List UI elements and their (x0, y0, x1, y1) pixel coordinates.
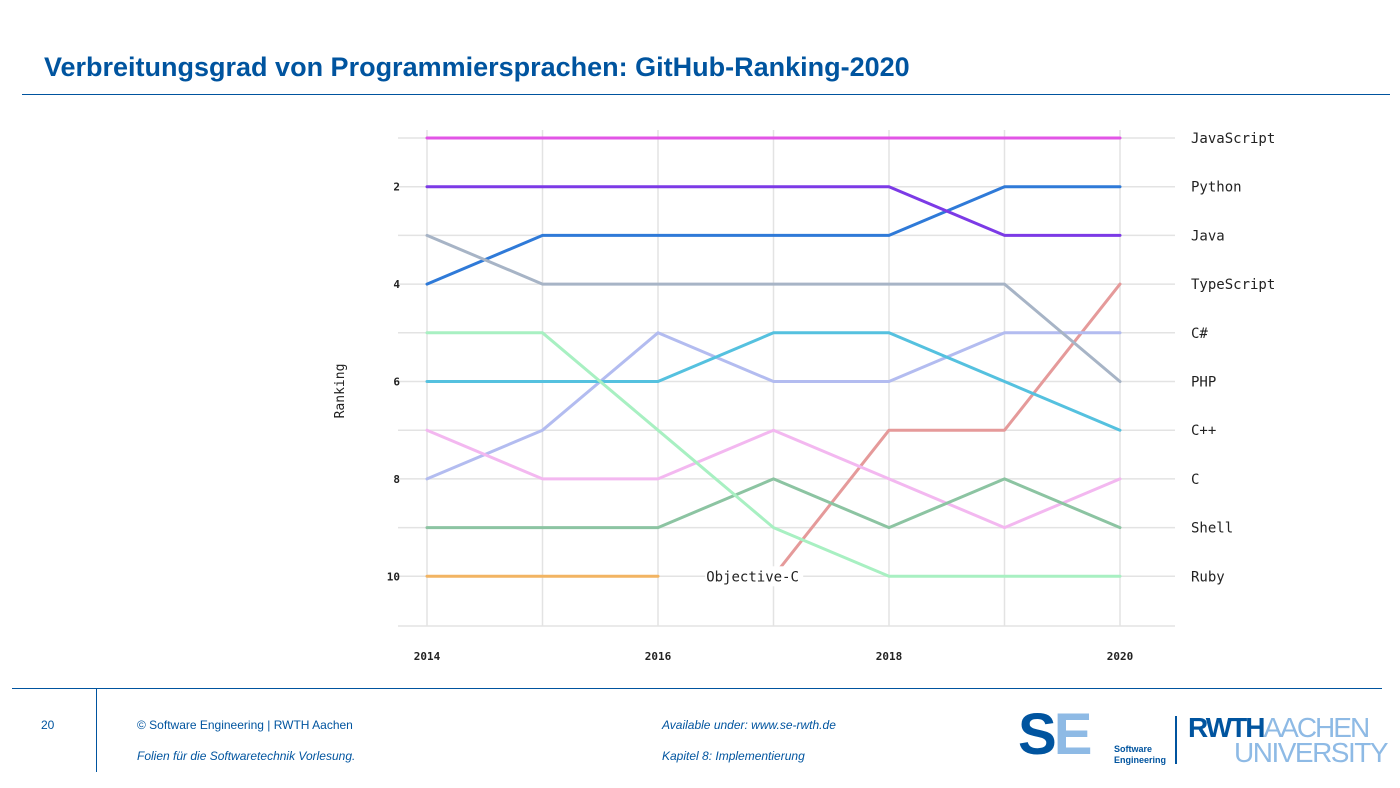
right-label-cplusplus: C++ (1191, 423, 1216, 439)
series-line-csharp (425, 331, 1122, 481)
copyright-text: © Software Engineering | RWTH Aachen (137, 718, 353, 732)
se-logo-s: S (1018, 702, 1057, 767)
y-tick-label-6: 6 (393, 376, 400, 389)
rwth-logo-university: UNIVERSITY (1234, 737, 1389, 768)
inline-label-background (705, 566, 804, 587)
right-label-javascript: JavaScript (1191, 131, 1275, 147)
right-label-php: PHP (1191, 375, 1216, 391)
rwth-logo: RWTHAACHEN UNIVERSITY (1188, 712, 1389, 768)
y-tick-label-2: 2 (393, 181, 400, 194)
y-tick-label-10: 10 (387, 570, 400, 583)
slide-title: Verbreitungsgrad von Programmiersprachen… (44, 52, 910, 82)
footer-vertical-divider (96, 688, 97, 772)
logo-separator (1175, 716, 1177, 764)
series-line-c (425, 428, 1122, 530)
series-line-java (425, 185, 1122, 237)
chapter-text: Kapitel 8: Implementierung (662, 749, 805, 763)
y-tick-label-8: 8 (393, 473, 400, 486)
y-axis-label: Ranking (333, 364, 348, 419)
series-line-php (425, 233, 1122, 383)
rwth-logo-aachen: AACHEN (1263, 712, 1370, 743)
y-tick-label-4: 4 (393, 278, 400, 291)
right-label-typescript: TypeScript (1191, 277, 1275, 293)
rwth-logo-rwth: RWTH (1188, 712, 1265, 743)
se-logo-e: E (1053, 702, 1093, 767)
series-line-cplusplus (425, 331, 1122, 432)
right-label-shell: Shell (1191, 521, 1233, 537)
series-line-ruby (425, 331, 1122, 578)
se-logo-line2: Engineering (1114, 755, 1167, 765)
series-line-python (425, 185, 1122, 286)
right-label-csharp: C# (1191, 326, 1208, 342)
available-link[interactable]: Available under: www.se-rwth.de (662, 718, 836, 732)
right-label-ruby: Ruby (1191, 569, 1225, 585)
footer-divider (12, 688, 1382, 689)
chart-labels: 2 4 6 8 10 2014 2016 2018 2020 Ranking JavaScript P… (333, 131, 1275, 663)
chart-grid (398, 130, 1175, 627)
course-subtitle: Folien für die Softwaretechnik Vorlesung… (137, 749, 356, 763)
chart-series (425, 136, 1122, 578)
series-line-shell (425, 477, 1122, 530)
ranking-chart: 2 4 6 8 10 2014 2016 2018 2020 Ranking JavaScript P… (333, 130, 1275, 663)
x-tick-label-2018: 2018 (876, 650, 903, 663)
page-number: 20 (41, 718, 55, 732)
right-label-java: Java (1191, 228, 1225, 244)
right-label-c: C (1191, 472, 1199, 488)
x-tick-label-2016: 2016 (645, 650, 672, 663)
inline-label-objective-c: Objective-C (706, 569, 799, 585)
se-logo-line1: Software (1114, 744, 1153, 754)
right-label-python: Python (1191, 180, 1242, 196)
title-divider (22, 94, 1390, 95)
x-tick-label-2014: 2014 (414, 650, 441, 663)
x-tick-label-2020: 2020 (1107, 650, 1134, 663)
